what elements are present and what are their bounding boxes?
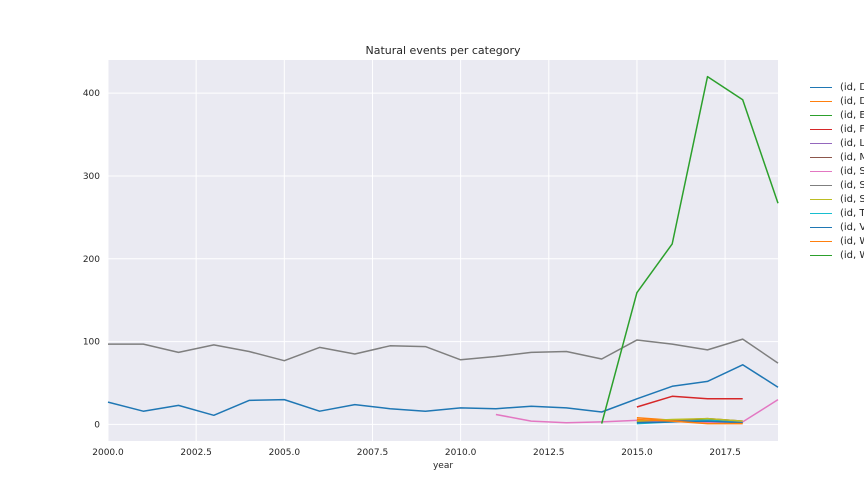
x-tick-label: 2007.5 bbox=[357, 448, 389, 458]
legend-swatch bbox=[810, 114, 832, 116]
y-tick-label: 100 bbox=[83, 338, 100, 348]
series-line bbox=[636, 395, 743, 408]
legend-swatch bbox=[810, 254, 832, 256]
legend-label: (id, S bbox=[840, 179, 864, 191]
y-tick-label: 300 bbox=[83, 172, 100, 182]
legend-item: (id, L bbox=[810, 136, 864, 150]
series-line bbox=[108, 338, 779, 364]
gridlines bbox=[107, 60, 778, 441]
legend-item: (id, S bbox=[810, 192, 864, 206]
legend-item: (id, D bbox=[810, 94, 864, 108]
legend-item: (id, W bbox=[810, 248, 864, 262]
legend-swatch bbox=[810, 240, 832, 242]
legend-item: (id, T bbox=[810, 206, 864, 220]
legend-swatch bbox=[810, 128, 832, 130]
x-tick-label: 2017.5 bbox=[709, 448, 741, 458]
legend-swatch bbox=[810, 212, 832, 214]
legend-label: (id, E bbox=[840, 109, 864, 121]
x-tick-label: 2000.0 bbox=[92, 448, 124, 458]
legend-label: (id, M bbox=[840, 151, 864, 163]
legend-swatch bbox=[810, 156, 832, 158]
legend-item: (id, S bbox=[810, 178, 864, 192]
legend-label: (id, D bbox=[840, 81, 864, 93]
legend-label: (id, V bbox=[840, 221, 864, 233]
legend-label: (id, S bbox=[840, 193, 864, 205]
legend-item: (id, M bbox=[810, 150, 864, 164]
legend-item: (id, W bbox=[810, 234, 864, 248]
legend-label: (id, D bbox=[840, 95, 864, 107]
legend-item: (id, E bbox=[810, 108, 864, 122]
x-tick-label: 2005.0 bbox=[269, 448, 301, 458]
legend-item: (id, D bbox=[810, 80, 864, 94]
series-line bbox=[600, 75, 779, 424]
y-tick-label: 200 bbox=[83, 255, 100, 265]
legend-label: (id, T bbox=[840, 207, 864, 219]
x-tick-label: 2010.0 bbox=[445, 448, 477, 458]
legend-swatch bbox=[810, 184, 832, 186]
series-line bbox=[107, 364, 779, 417]
legend-swatch bbox=[810, 226, 832, 228]
x-tick-label: 2015.0 bbox=[621, 448, 653, 458]
chart-title: Natural events per category bbox=[365, 44, 521, 57]
series-line bbox=[636, 418, 743, 425]
legend: (id, D (id, D (id, E (id, F (id, L (id, M (id,… bbox=[810, 80, 864, 262]
x-tick-label: 2002.5 bbox=[180, 448, 212, 458]
legend-swatch bbox=[810, 142, 832, 144]
x-tick-label: 2012.5 bbox=[533, 448, 565, 458]
legend-swatch bbox=[810, 86, 832, 88]
x-tick-labels: 2000.0 2002.5 2005.0 2007.5 2010.0 2012.5 2015… bbox=[92, 448, 741, 458]
legend-label: (id, W bbox=[840, 235, 864, 247]
legend-swatch bbox=[810, 198, 832, 200]
legend-item: (id, S bbox=[810, 164, 864, 178]
legend-item: (id, V bbox=[810, 220, 864, 234]
legend-label: (id, F bbox=[840, 123, 864, 135]
legend-swatch bbox=[810, 100, 832, 102]
y-tick-label: 400 bbox=[83, 89, 100, 99]
legend-label: (id, S bbox=[840, 165, 864, 177]
legend-item: (id, F bbox=[810, 122, 864, 136]
y-tick-labels: 0 100 200 300 400 bbox=[83, 89, 100, 430]
x-axis-label: year bbox=[433, 461, 453, 471]
series-line bbox=[636, 420, 743, 424]
legend-label: (id, W bbox=[840, 249, 864, 261]
y-tick-label: 0 bbox=[94, 420, 100, 430]
plot-background bbox=[108, 60, 778, 441]
legend-label: (id, L bbox=[840, 137, 864, 149]
legend-swatch bbox=[810, 170, 832, 172]
series-lines bbox=[107, 75, 779, 425]
